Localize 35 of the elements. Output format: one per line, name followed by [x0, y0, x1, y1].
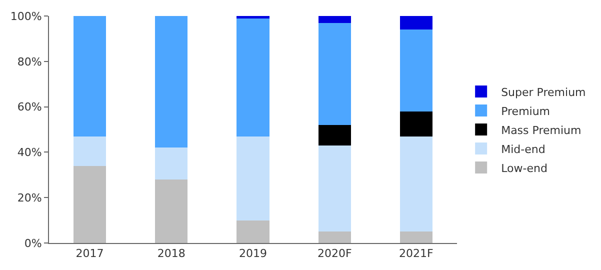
x-tick-label: 2021F	[399, 247, 434, 260]
x-tick-label: 2020F	[317, 247, 352, 260]
x-tick-label: 2018	[157, 247, 186, 260]
bar	[318, 145, 351, 232]
bar	[318, 16, 351, 23]
y-tick-label: 20%	[17, 191, 42, 204]
legend-label: Super Premium	[501, 86, 586, 99]
bar	[400, 111, 433, 136]
bar	[400, 136, 433, 232]
bar	[73, 16, 106, 136]
y-tick-label: 0%	[24, 236, 42, 250]
y-tick-label: 100%	[10, 10, 42, 23]
legend-label: Mid-end	[501, 142, 546, 156]
y-tick-label: 60%	[17, 100, 42, 114]
bar	[236, 136, 270, 220]
bar	[400, 30, 433, 112]
bar	[318, 124, 351, 146]
bar	[155, 148, 188, 180]
bar	[236, 18, 270, 136]
bar	[155, 16, 188, 148]
legend-label: Low-end	[501, 162, 548, 175]
legend-label: Mass Premium	[501, 124, 582, 137]
y-tick-label: 40%	[17, 146, 42, 160]
bar	[400, 232, 433, 243]
bar	[73, 166, 106, 243]
bar	[318, 22, 351, 125]
y-tick-label: 80%	[17, 55, 42, 68]
x-tick-label: 2019	[239, 247, 267, 260]
x-tick-label: 2017	[76, 247, 104, 260]
bar	[73, 136, 106, 166]
bar	[155, 179, 188, 243]
legend-label: Premium	[501, 104, 550, 118]
bar	[400, 16, 433, 30]
bar	[236, 220, 270, 243]
bar	[318, 232, 351, 243]
